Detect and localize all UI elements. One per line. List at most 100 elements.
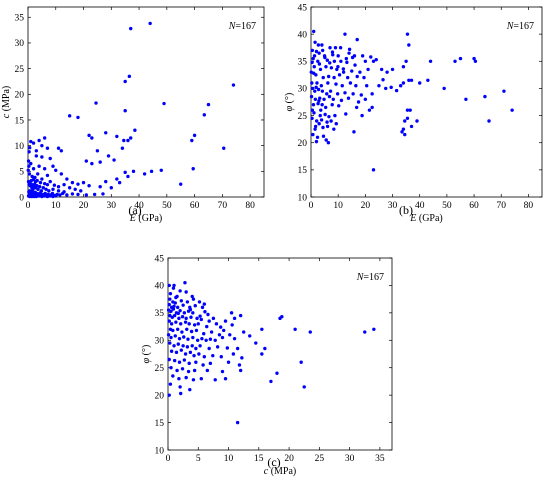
data-point [353, 63, 357, 67]
data-point [203, 310, 207, 314]
plot-frame [27, 6, 265, 198]
data-point [320, 48, 325, 53]
y-tick-label: 15 [298, 166, 308, 176]
data-point [173, 301, 177, 305]
x-tick-label: 20 [79, 201, 89, 211]
data-point [222, 146, 226, 150]
data-point [182, 335, 186, 339]
data-point [179, 391, 183, 396]
data-point [197, 300, 202, 304]
data-point [205, 324, 209, 329]
y-tick-label: 20 [15, 91, 25, 101]
x-tick-label: 20 [284, 454, 294, 464]
data-point [61, 191, 65, 196]
data-point [123, 170, 127, 175]
data-point [190, 294, 194, 299]
data-point [321, 125, 325, 130]
data-point [363, 97, 368, 101]
data-point [314, 85, 318, 90]
x-tick-label: 30 [345, 454, 355, 464]
data-point [207, 346, 211, 351]
data-point [384, 86, 388, 91]
data-point [178, 289, 182, 293]
data-point [401, 81, 406, 85]
plot-frame [310, 6, 543, 198]
data-point [370, 92, 374, 96]
data-point [325, 58, 330, 62]
data-point [40, 143, 44, 148]
data-point [335, 92, 340, 96]
data-point [394, 88, 399, 93]
data-point [122, 138, 126, 143]
y-tick-label: 45 [155, 254, 165, 264]
data-point [54, 168, 58, 172]
data-point [87, 184, 91, 188]
data-point [313, 124, 318, 129]
x-tick-label: 50 [442, 201, 452, 211]
data-point [37, 194, 41, 198]
data-point [167, 302, 171, 307]
data-point [109, 186, 113, 190]
data-point [428, 59, 433, 63]
data-point [370, 105, 374, 110]
x-tick-label: 20 [361, 201, 371, 211]
panel-caption: (b) [399, 203, 413, 217]
data-point [181, 344, 185, 348]
data-point [331, 53, 335, 57]
data-point [44, 187, 48, 191]
x-tick-label: 40 [134, 201, 144, 211]
data-point [187, 361, 191, 366]
data-point [172, 344, 176, 348]
data-point [225, 346, 230, 350]
data-point [211, 353, 215, 358]
data-point [330, 103, 334, 107]
data-point [133, 128, 137, 132]
data-point [223, 319, 228, 323]
data-point [177, 376, 181, 381]
y-tick-label: 30 [155, 337, 165, 347]
data-point [92, 192, 97, 197]
data-point [199, 317, 203, 322]
data-point [237, 363, 242, 367]
data-point [385, 70, 389, 74]
data-point [359, 93, 363, 97]
data-point [371, 59, 376, 63]
data-point [350, 55, 355, 60]
data-point [184, 316, 188, 321]
data-point [398, 84, 403, 88]
data-point [191, 378, 196, 382]
data-point [209, 330, 214, 334]
data-point [168, 341, 172, 345]
y-tick-label: 40 [298, 30, 308, 40]
data-point [191, 335, 195, 340]
data-point [358, 70, 362, 74]
data-point [169, 309, 173, 313]
data-point [360, 54, 365, 58]
data-point [330, 50, 335, 54]
data-point [293, 327, 297, 332]
data-point [198, 344, 202, 348]
data-point [206, 102, 211, 107]
y-axis-label: φ (°) [284, 93, 295, 112]
x-tick-label: 0 [309, 201, 314, 211]
data-point [168, 382, 173, 386]
data-point [313, 89, 317, 93]
data-point [27, 172, 32, 176]
data-point [369, 55, 373, 59]
data-point [318, 113, 322, 118]
data-point [87, 133, 91, 138]
data-point [354, 105, 359, 110]
data-point [167, 319, 171, 323]
data-point [235, 346, 240, 351]
data-point [167, 393, 171, 397]
data-point [26, 168, 30, 172]
data-point [171, 374, 175, 378]
data-point [186, 369, 191, 374]
data-point [126, 174, 130, 179]
y-tick-label: 10 [15, 142, 25, 152]
data-point [348, 81, 353, 85]
data-point [363, 59, 368, 63]
data-point [70, 192, 75, 196]
data-point [418, 81, 422, 85]
data-point [172, 283, 176, 288]
